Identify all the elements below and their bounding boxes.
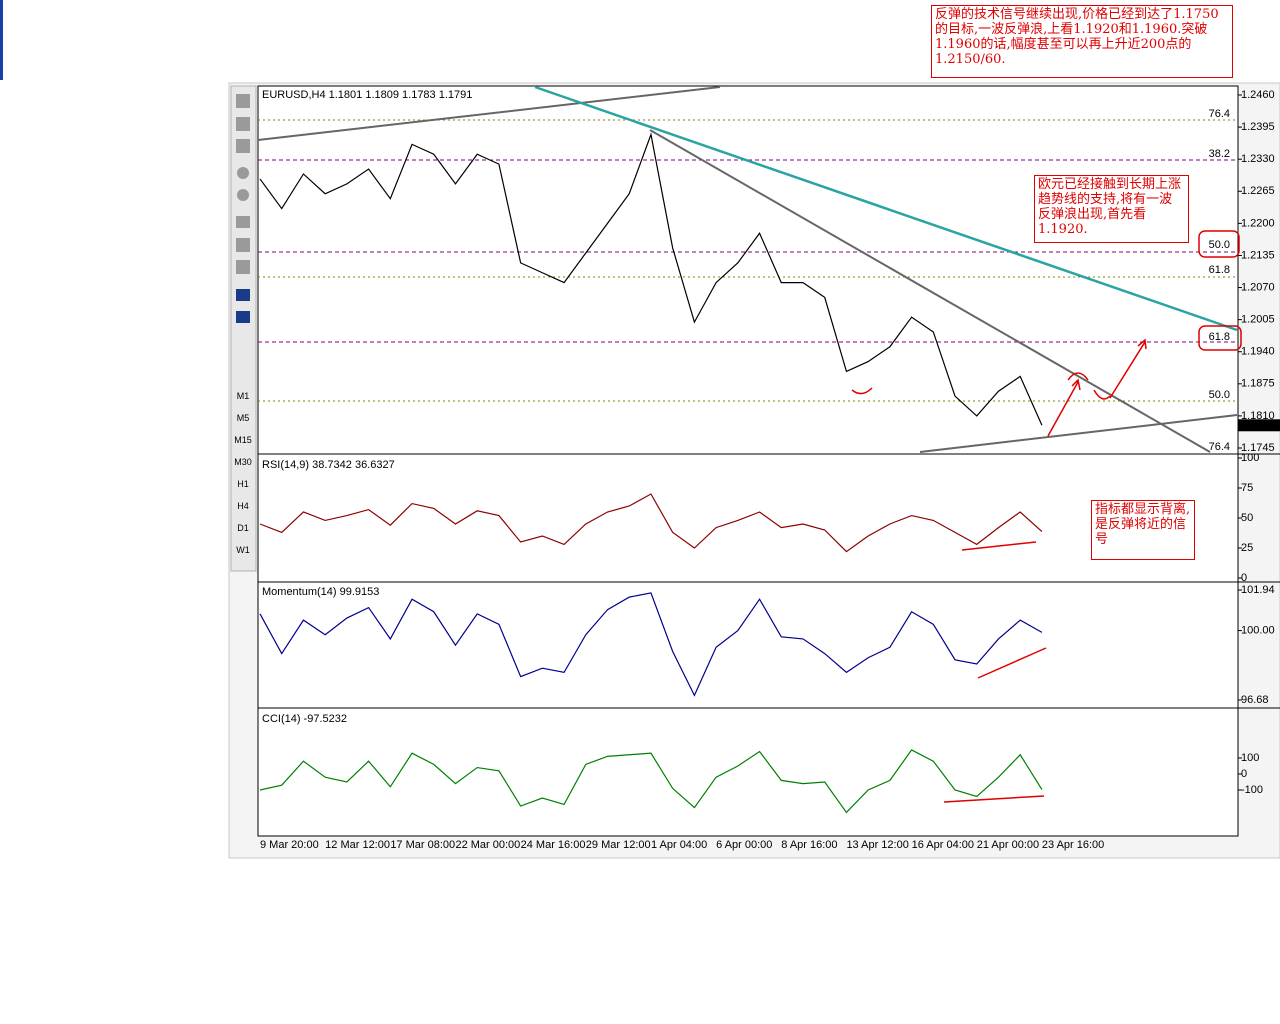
fib-label: 61.8 [1209, 331, 1230, 343]
timeframe-button[interactable]: D1 [237, 523, 249, 533]
timeframe-button[interactable]: M15 [234, 435, 252, 445]
y-tick-label: 1.1875 [1241, 378, 1275, 390]
timeframe-button[interactable]: H1 [237, 479, 249, 489]
fib-label: 38.2 [1209, 148, 1230, 160]
x-tick-label: 29 Mar 12:00 [586, 839, 651, 851]
y-tick-label: 1.2460 [1241, 89, 1275, 101]
series-line [259, 749, 1043, 814]
panel-title: Momentum(14) 99.9153 [262, 586, 379, 598]
y-tick-label: 96.68 [1241, 694, 1269, 706]
y-tick-label: 101.94 [1241, 584, 1275, 596]
panel-title: CCI(14) -97.5232 [262, 713, 347, 725]
y-tick-label: 1.2135 [1241, 249, 1275, 261]
toolbar-icons [236, 94, 250, 323]
y-tick-label: 100.00 [1241, 624, 1275, 636]
fib-label: 76.4 [1209, 441, 1230, 453]
x-tick-label: 22 Mar 00:00 [455, 839, 520, 851]
x-tick-label: 21 Apr 00:00 [977, 839, 1039, 851]
timeframe-button[interactable]: H4 [237, 501, 249, 511]
series-line [259, 132, 1043, 426]
y-tick-label: 1.2330 [1241, 153, 1275, 165]
panel-separators [258, 86, 1280, 836]
price-badge [1238, 419, 1280, 432]
y-tick-label: 1.1745 [1241, 442, 1275, 454]
fib-label: 50.0 [1209, 389, 1230, 401]
series-line [259, 592, 1043, 697]
y-tick-label: 50 [1241, 512, 1253, 524]
timeframe-button[interactable]: W1 [236, 545, 250, 555]
y-tick-label: 1.2005 [1241, 314, 1275, 326]
y-tick-label: 100 [1241, 452, 1259, 464]
y-tick-label: 1.2265 [1241, 185, 1275, 197]
panel-title: EURUSD,H4 1.1801 1.1809 1.1783 1.1791 [262, 89, 472, 101]
x-tick-label: 9 Mar 20:00 [260, 839, 319, 851]
y-tick-label: -100 [1241, 784, 1263, 796]
x-tick-label: 17 Mar 08:00 [390, 839, 455, 851]
fib-label: 61.8 [1209, 264, 1230, 276]
fib-label: 50.0 [1209, 239, 1230, 251]
x-tick-label: 8 Apr 16:00 [781, 839, 837, 851]
y-tick-label: 1.1810 [1241, 410, 1275, 422]
x-tick-label: 16 Apr 04:00 [912, 839, 974, 851]
red-marks [851, 230, 1242, 803]
y-tick-label: 25 [1241, 542, 1253, 554]
timeframe-button[interactable]: M1 [236, 391, 250, 401]
fib-lines [258, 119, 1238, 402]
x-tick-label: 13 Apr 12:00 [846, 839, 908, 851]
trend-lines [257, 85, 1238, 453]
annotation: 指标都显示背离,是反弹将近的信号 [1091, 500, 1195, 560]
edge [0, 0, 3, 80]
y-tick-label: 1.1940 [1241, 346, 1275, 358]
y-tick-label: 0 [1241, 572, 1247, 584]
y-tick-label: 75 [1241, 482, 1253, 494]
timeframe-button[interactable]: M30 [234, 457, 252, 467]
x-tick-label: 6 Apr 00:00 [716, 839, 772, 851]
annotation: 反弹的技术信号继续出现,价格已经到达了1.1750的目标,一波反弹浪,上看1.1… [931, 5, 1233, 78]
y-tick-label: 0 [1241, 768, 1247, 780]
x-tick-label: 12 Mar 12:00 [325, 839, 390, 851]
price-badge-label: 1.1791 [1241, 419, 1275, 431]
x-tick-label: 23 Apr 16:00 [1042, 839, 1104, 851]
y-tick-label: 1.2200 [1241, 217, 1275, 229]
y-tick-label: 1.2070 [1241, 281, 1275, 293]
x-tick-label: 24 Mar 16:00 [521, 839, 586, 851]
toolbar [230, 85, 257, 572]
timeframe-button[interactable]: M5 [236, 413, 250, 423]
series-line [259, 493, 1043, 553]
y-tick-label: 1.2395 [1241, 121, 1275, 133]
x-tick-label: 1 Apr 04:00 [651, 839, 707, 851]
fib-label: 76.4 [1209, 108, 1230, 120]
panel-title: RSI(14,9) 38.7342 36.6327 [262, 459, 395, 471]
y-tick-label: 100 [1241, 752, 1259, 764]
annotation: 欧元已经接触到长期上涨趋势线的支持,将有一波反弹浪出现,首先看1.1920. [1034, 175, 1189, 243]
